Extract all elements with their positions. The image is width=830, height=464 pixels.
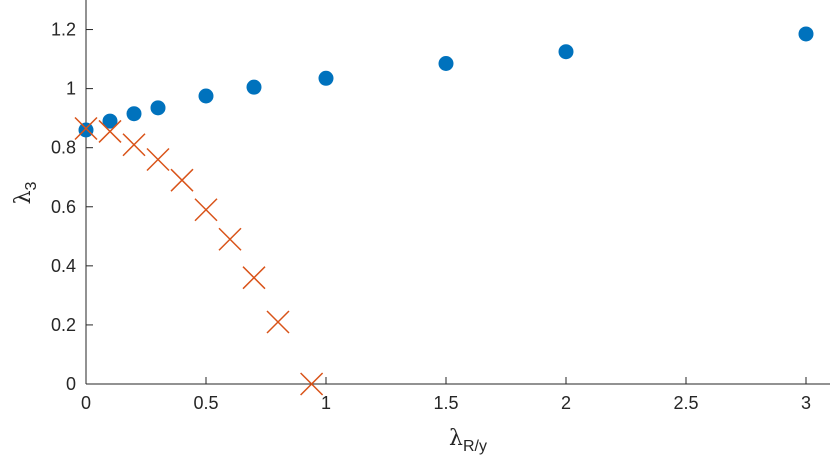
y-tick-label: 1 bbox=[66, 79, 76, 99]
data-point-cross bbox=[218, 227, 242, 251]
data-point-cross bbox=[98, 119, 122, 143]
data-point-cross bbox=[74, 116, 98, 141]
y-tick-label: 0 bbox=[66, 374, 76, 394]
data-point-cross bbox=[170, 168, 194, 192]
data-point-circle bbox=[246, 79, 262, 95]
data-point-circle bbox=[78, 122, 94, 138]
data-point-circle bbox=[150, 100, 166, 116]
x-tick-label: 0 bbox=[81, 393, 91, 413]
x-tick-label: 2.5 bbox=[673, 393, 698, 413]
x-tick-label: 0.5 bbox=[193, 393, 218, 413]
x-axis: 0 0.5 1 1.5 2 2.5 3 bbox=[81, 377, 830, 413]
x-tick-label: 1 bbox=[321, 393, 331, 413]
data-point-cross bbox=[242, 266, 266, 290]
x-axis-title: λR/y bbox=[449, 426, 487, 455]
data-point-circle bbox=[318, 70, 334, 86]
data-point-cross bbox=[194, 198, 218, 222]
x-tick-label: 1.5 bbox=[433, 393, 458, 413]
y-tick-label: 0.2 bbox=[51, 315, 76, 335]
data-point-cross bbox=[300, 372, 324, 396]
data-point-cross bbox=[122, 133, 146, 157]
y-tick-label: 0.8 bbox=[51, 138, 76, 158]
data-point-cross bbox=[266, 310, 290, 334]
series-2 bbox=[74, 116, 324, 396]
y-axis-title: λ3 bbox=[11, 181, 40, 204]
data-point-circle bbox=[558, 44, 574, 60]
data-point-circle bbox=[798, 26, 814, 42]
y-axis: 0 0.2 0.4 0.6 0.8 1 1.2 bbox=[51, 0, 93, 394]
data-point-circle bbox=[198, 88, 214, 104]
y-tick-label: 0.6 bbox=[51, 197, 76, 217]
y-tick-label: 1.2 bbox=[51, 20, 76, 40]
x-tick-label: 2 bbox=[561, 393, 571, 413]
data-point-cross bbox=[146, 147, 170, 172]
series-layer bbox=[74, 26, 814, 396]
x-tick-label: 3 bbox=[801, 393, 811, 413]
data-point-circle bbox=[438, 56, 454, 72]
data-point-circle bbox=[126, 106, 142, 122]
series-1 bbox=[78, 26, 814, 138]
data-point-circle bbox=[102, 113, 118, 129]
y-tick-label: 0.4 bbox=[51, 256, 76, 276]
